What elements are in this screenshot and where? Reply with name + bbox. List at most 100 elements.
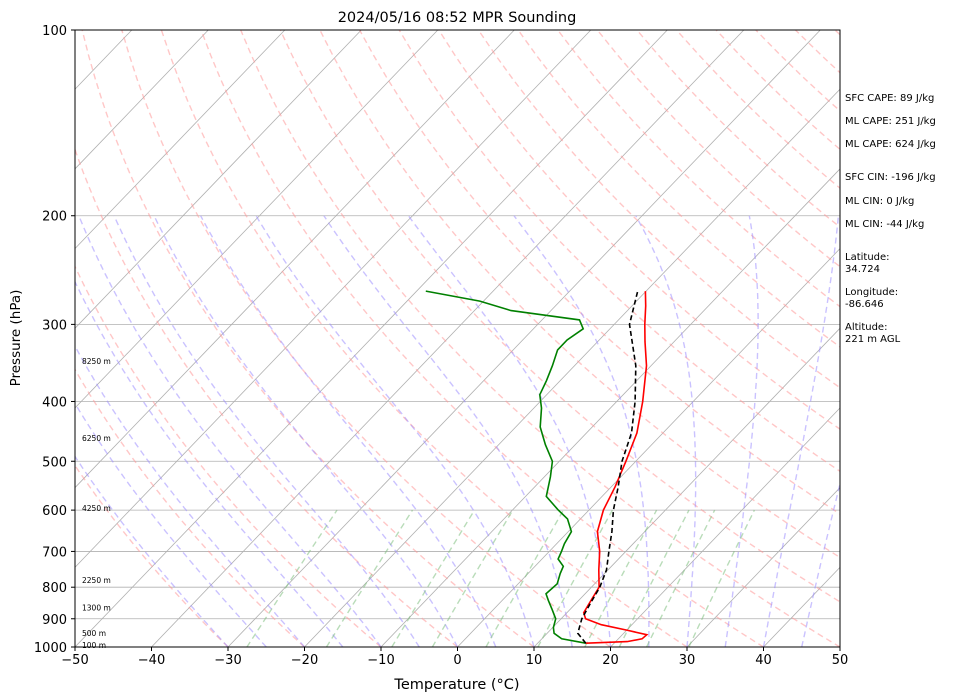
parcel-line bbox=[576, 290, 639, 644]
ml-cin-text: ML CIN: 0 J/kg bbox=[845, 196, 915, 207]
y-tick-label: 300 bbox=[42, 318, 67, 333]
mixing-ratio-line bbox=[391, 509, 476, 647]
dry-adiabat-line bbox=[279, 30, 840, 603]
latitude-value: 34.724 bbox=[845, 264, 880, 275]
isotherm-line bbox=[75, 30, 439, 409]
moist-adiabat-line bbox=[75, 280, 344, 647]
dry-adiabat-line bbox=[240, 30, 840, 647]
moist-adiabat-line bbox=[635, 215, 697, 647]
x-tick-label: 50 bbox=[832, 653, 849, 668]
latitude-label: Latitude: bbox=[845, 252, 890, 263]
moist-adiabat-line bbox=[513, 215, 650, 647]
background-lines bbox=[75, 30, 840, 647]
height-labels: 8250 m 6250 m 4250 m 2250 m 1300 m 500 m 100 m bbox=[82, 357, 111, 650]
y-tick-label: 600 bbox=[42, 504, 67, 519]
ml-cape-text: ML CAPE: 624 J/kg bbox=[845, 139, 936, 150]
mixing-ratio-line bbox=[618, 509, 690, 647]
ml-cape-text: ML CAPE: 251 J/kg bbox=[845, 116, 936, 127]
height-label: 4250 m bbox=[82, 504, 111, 513]
dry-adiabat-line bbox=[75, 368, 305, 647]
isotherm-line bbox=[75, 30, 286, 250]
isotherm-line bbox=[75, 30, 362, 329]
mixing-ratio-line bbox=[246, 509, 338, 647]
y-tick-label: 100 bbox=[42, 24, 67, 39]
y-tick-label: 900 bbox=[42, 613, 67, 628]
temperature-line bbox=[582, 291, 649, 644]
moist-adiabat-line bbox=[762, 215, 840, 647]
moist-adiabat-line bbox=[199, 215, 497, 647]
altitude-value: 221 m AGL bbox=[845, 334, 901, 345]
x-tick-label: 40 bbox=[755, 653, 772, 668]
longitude-label: Longitude: bbox=[845, 287, 899, 298]
moist-adiabat-line bbox=[255, 215, 535, 647]
sfc-cape-text: SFC CAPE: 89 J/kg bbox=[845, 93, 935, 104]
height-label: 6250 m bbox=[82, 434, 111, 443]
dry-adiabat-line bbox=[75, 265, 382, 647]
x-tick-label: −40 bbox=[138, 653, 165, 668]
x-tick-label: 20 bbox=[602, 653, 619, 668]
mixing-ratio-line bbox=[485, 509, 565, 647]
isotherm-line bbox=[75, 30, 515, 489]
height-label: 500 m bbox=[82, 629, 106, 638]
height-label: 100 m bbox=[82, 641, 106, 650]
moist-adiabat-line bbox=[78, 215, 382, 647]
x-tick-label: −30 bbox=[214, 653, 241, 668]
mixing-ratio-line bbox=[584, 509, 658, 647]
moist-adiabat-line bbox=[801, 480, 840, 647]
isotherm-line bbox=[533, 327, 840, 647]
mixing-ratio-line bbox=[431, 509, 514, 647]
mixing-ratio-line bbox=[325, 509, 414, 647]
y-tick-label: 500 bbox=[42, 455, 67, 470]
moist-adiabat-line bbox=[407, 215, 612, 647]
y-axis: 100 200 300 400 500 600 700 800 900 1000 bbox=[34, 24, 75, 656]
altitude-info: Altitude: 221 m AGL bbox=[845, 322, 900, 346]
longitude-info: Longitude: -86.646 bbox=[845, 287, 898, 311]
isotherm-line bbox=[304, 88, 840, 647]
moist-adiabat-line bbox=[75, 455, 229, 647]
y-tick-label: 800 bbox=[42, 581, 67, 596]
x-tick-label: 10 bbox=[526, 653, 543, 668]
mixing-ratio-line bbox=[688, 509, 756, 647]
x-tick-label: −50 bbox=[61, 653, 88, 668]
x-axis: −50 −40 −30 −20 −10 0 10 20 30 40 50 bbox=[61, 647, 848, 668]
y-tick-label: 400 bbox=[42, 395, 67, 410]
x-tick-label: 30 bbox=[679, 653, 696, 668]
series-lines bbox=[425, 290, 649, 644]
moist-adiabat-line bbox=[113, 215, 420, 647]
longitude-value: -86.646 bbox=[845, 299, 884, 310]
dry-adiabat-line bbox=[319, 30, 840, 559]
dry-adiabat-line bbox=[517, 30, 840, 348]
moist-adiabat-line bbox=[724, 215, 759, 647]
ml-cin-text: ML CIN: -44 J/kg bbox=[845, 219, 925, 230]
x-axis-label: Temperature (°C) bbox=[393, 677, 519, 693]
dry-adiabat-line bbox=[358, 30, 840, 515]
y-tick-label: 1000 bbox=[34, 641, 67, 656]
dry-adiabat-line bbox=[160, 30, 688, 647]
dry-adiabat-line bbox=[121, 30, 611, 647]
chart-title: 2024/05/16 08:52 MPR Sounding bbox=[338, 10, 577, 26]
moist-adiabat-line bbox=[323, 215, 573, 647]
dry-adiabat-line bbox=[200, 30, 764, 647]
sfc-cin-text: SFC CIN: -196 J/kg bbox=[845, 172, 936, 183]
isotherm-line bbox=[457, 247, 840, 647]
isotherm-line bbox=[686, 487, 840, 647]
y-tick-label: 700 bbox=[42, 545, 67, 560]
moist-adiabat-line bbox=[153, 215, 459, 647]
mixing-ratio-line bbox=[537, 509, 614, 647]
height-label: 1300 m bbox=[82, 603, 111, 612]
dry-adiabat-line bbox=[557, 30, 840, 308]
altitude-label: Altitude: bbox=[845, 322, 888, 333]
x-tick-label: −10 bbox=[367, 653, 394, 668]
y-tick-label: 200 bbox=[42, 210, 67, 225]
moist-adiabat-line bbox=[75, 402, 267, 647]
isotherm-line bbox=[75, 30, 668, 647]
dry-adiabat-line bbox=[75, 464, 229, 647]
height-label: 8250 m bbox=[82, 357, 111, 366]
isotherm-line bbox=[227, 30, 821, 647]
isotherm-line bbox=[380, 168, 840, 647]
mixing-ratio-line bbox=[645, 509, 716, 647]
x-tick-label: −20 bbox=[291, 653, 318, 668]
x-tick-label: 0 bbox=[453, 653, 461, 668]
isotherm-line bbox=[75, 30, 592, 568]
